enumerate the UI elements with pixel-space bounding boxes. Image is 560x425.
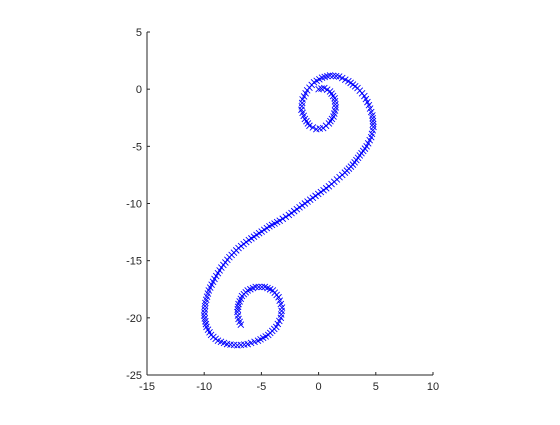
- data-point-marker: [258, 283, 266, 291]
- y-tick-label: -5: [132, 141, 142, 153]
- data-point-marker: [234, 306, 242, 313]
- data-point-marker: [261, 283, 269, 291]
- y-tick-label: 0: [136, 84, 142, 96]
- data-point-marker: [235, 300, 242, 308]
- y-tick-label: -25: [126, 370, 142, 382]
- data-point-marker: [201, 305, 209, 313]
- data-point-marker: [255, 283, 263, 291]
- x-tick-label: -5: [257, 381, 267, 393]
- data-point-marker: [369, 117, 377, 125]
- data-point-marker: [282, 213, 290, 221]
- x-tick-label: -15: [139, 381, 155, 393]
- data-point-marker: [201, 302, 209, 310]
- x-tick-label: -10: [196, 381, 212, 393]
- data-point-marker: [201, 309, 208, 316]
- data-point-marker: [237, 321, 245, 329]
- data-point-marker: [234, 303, 242, 311]
- data-point-marker: [312, 125, 320, 133]
- y-tick-label: -20: [126, 313, 142, 325]
- y-tick-label: -10: [126, 199, 142, 211]
- data-point-marker: [369, 120, 377, 128]
- x-tick-label: 10: [427, 381, 439, 393]
- y-tick-label: 5: [136, 27, 142, 39]
- data-point-marker: [369, 115, 376, 122]
- data-point-marker: [279, 215, 287, 223]
- tick-labels: -15 -10 -5 0 5 10 5 0 -5 -10 -15 -20 -25: [126, 27, 439, 393]
- x-tick-label: 5: [373, 381, 379, 393]
- data-markers: [200, 72, 377, 349]
- x-tick-label: 0: [316, 381, 322, 393]
- data-point-marker: [285, 211, 293, 219]
- data-point-marker: [309, 124, 317, 131]
- data-point-marker: [369, 112, 376, 119]
- y-tick-label: -15: [126, 256, 142, 268]
- axes: [146, 31, 434, 376]
